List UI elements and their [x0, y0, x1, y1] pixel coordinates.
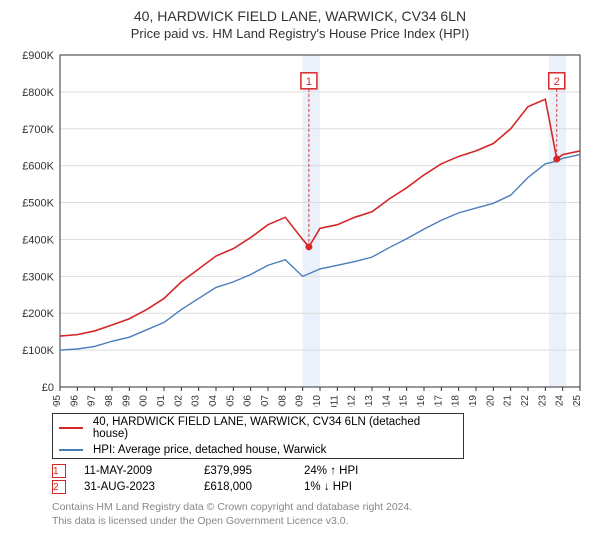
transaction-marker: 1: [52, 464, 66, 478]
svg-text:1: 1: [306, 76, 312, 88]
svg-text:2014: 2014: [381, 395, 392, 407]
transaction-price: £379,995: [204, 465, 304, 477]
svg-text:2003: 2003: [191, 395, 202, 407]
transaction-diff: 24% ↑ HPI: [304, 465, 424, 477]
legend-swatch-hpi: [59, 449, 83, 451]
transaction-diff: 1% ↓ HPI: [304, 481, 424, 493]
legend-swatch-property: [59, 427, 83, 429]
transaction-row: 1 11-MAY-2009£379,99524% ↑ HPI: [52, 463, 588, 479]
svg-text:2024: 2024: [555, 395, 566, 407]
svg-text:2: 2: [554, 76, 560, 88]
footer-line-1: Contains HM Land Registry data © Crown c…: [52, 501, 588, 515]
svg-text:1999: 1999: [121, 395, 132, 407]
price-chart: £0 £100K £200K £300K £400K £500K £600K £700K £80…: [12, 47, 588, 407]
legend-row-hpi: HPI: Average price, detached house, Warw…: [53, 442, 463, 458]
svg-text:£400K: £400K: [22, 234, 54, 246]
svg-text:£0: £0: [42, 382, 54, 394]
svg-text:2015: 2015: [399, 395, 410, 407]
svg-text:£900K: £900K: [22, 50, 54, 62]
transaction-date: 11-MAY-2009: [84, 465, 204, 477]
svg-text:£700K: £700K: [22, 124, 54, 136]
svg-text:2000: 2000: [139, 395, 150, 407]
svg-text:2004: 2004: [208, 395, 219, 407]
svg-text:2013: 2013: [364, 395, 375, 407]
svg-text:2011: 2011: [329, 395, 340, 407]
svg-text:£500K: £500K: [22, 198, 54, 210]
svg-text:2019: 2019: [468, 395, 479, 407]
svg-text:2009: 2009: [295, 395, 306, 407]
legend-label-hpi: HPI: Average price, detached house, Warw…: [93, 444, 326, 456]
svg-text:2010: 2010: [312, 395, 323, 407]
svg-text:2005: 2005: [225, 395, 236, 407]
legend: 40, HARDWICK FIELD LANE, WARWICK, CV34 6…: [52, 413, 464, 459]
svg-text:2006: 2006: [243, 395, 254, 407]
legend-label-property: 40, HARDWICK FIELD LANE, WARWICK, CV34 6…: [93, 416, 457, 440]
svg-text:1997: 1997: [87, 395, 98, 407]
svg-text:2012: 2012: [347, 395, 358, 407]
svg-text:2021: 2021: [503, 395, 514, 407]
footer-attribution: Contains HM Land Registry data © Crown c…: [52, 501, 588, 528]
svg-text:£100K: £100K: [22, 345, 54, 357]
svg-text:2018: 2018: [451, 395, 462, 407]
title-line-2: Price paid vs. HM Land Registry's House …: [12, 26, 588, 41]
svg-text:2020: 2020: [485, 395, 496, 407]
svg-text:2008: 2008: [277, 395, 288, 407]
transaction-price: £618,000: [204, 481, 304, 493]
svg-text:1998: 1998: [104, 395, 115, 407]
svg-text:£800K: £800K: [22, 87, 54, 99]
svg-text:£200K: £200K: [22, 308, 54, 320]
svg-text:£300K: £300K: [22, 271, 54, 283]
svg-text:2025: 2025: [572, 395, 583, 407]
legend-row-property: 40, HARDWICK FIELD LANE, WARWICK, CV34 6…: [53, 414, 463, 442]
svg-text:1995: 1995: [52, 395, 63, 407]
svg-text:2016: 2016: [416, 395, 427, 407]
footer-line-2: This data is licensed under the Open Gov…: [52, 515, 588, 529]
transaction-table: 1 11-MAY-2009£379,99524% ↑ HPI 2 31-AUG-202…: [52, 463, 588, 495]
transaction-row: 2 31-AUG-2023£618,0001% ↓ HPI: [52, 479, 588, 495]
svg-text:2023: 2023: [537, 395, 548, 407]
svg-text:2007: 2007: [260, 395, 271, 407]
svg-text:£600K: £600K: [22, 161, 54, 173]
title-line-1: 40, HARDWICK FIELD LANE, WARWICK, CV34 6…: [12, 8, 588, 24]
svg-text:2001: 2001: [156, 395, 167, 407]
svg-text:2002: 2002: [173, 395, 184, 407]
svg-text:2022: 2022: [520, 395, 531, 407]
transaction-date: 31-AUG-2023: [84, 481, 204, 493]
svg-text:1996: 1996: [69, 395, 80, 407]
svg-text:2017: 2017: [433, 395, 444, 407]
transaction-marker: 2: [52, 480, 66, 494]
